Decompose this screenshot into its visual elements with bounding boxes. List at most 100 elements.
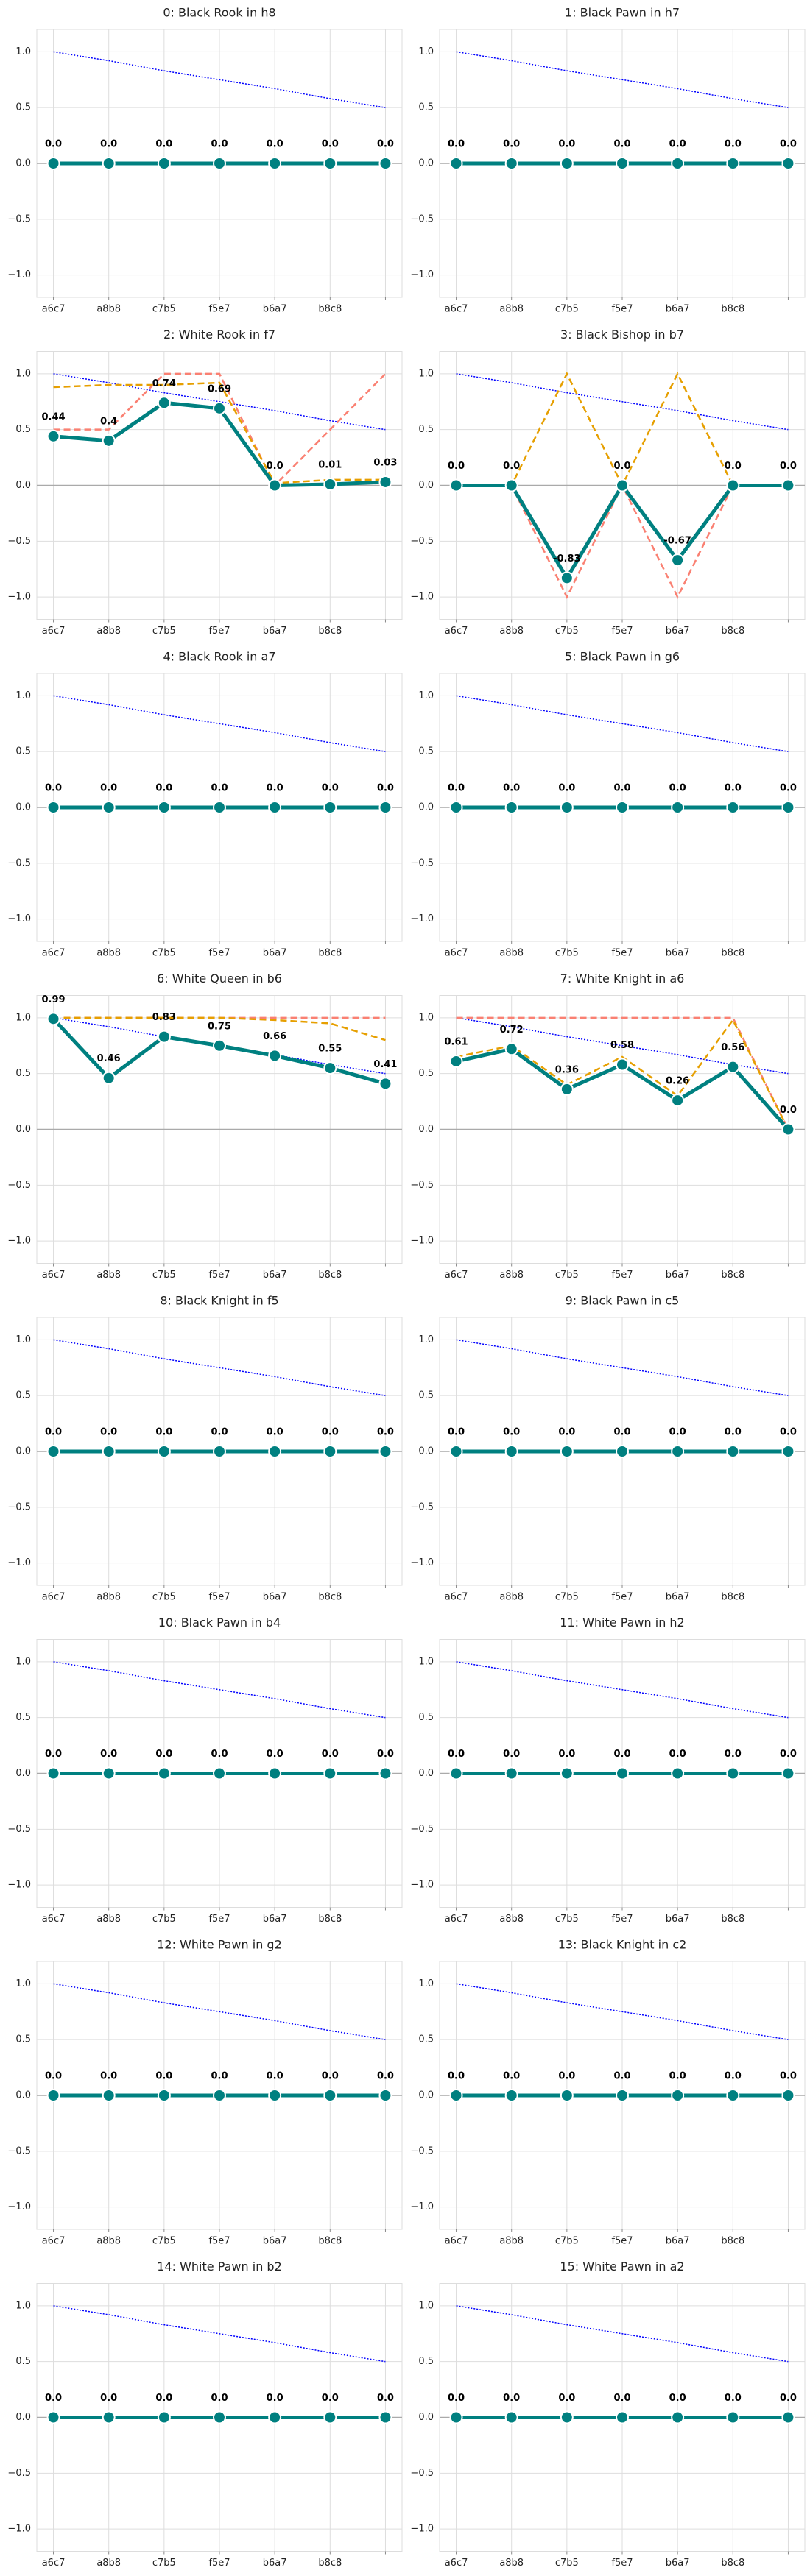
marker (671, 1445, 685, 1458)
x-tick-label: b8c8 (721, 2558, 744, 2569)
y-tick-label: −1.0 (7, 2201, 31, 2212)
value-label: 0.0 (725, 1427, 742, 1438)
marker (671, 801, 685, 814)
series-line (456, 1661, 789, 1719)
marker (781, 1122, 795, 1136)
y-tick-label: −1.0 (410, 269, 434, 280)
marker (268, 801, 282, 814)
marker (560, 801, 574, 814)
y-tick-label: −1.0 (410, 2524, 434, 2535)
y-tick-label: 1.0 (418, 1656, 434, 1667)
x-tick-label: f5e7 (208, 304, 230, 315)
subplot: 15: White Pawn in a2 −1.0 −0.5 0.0 0.5 1.0 a6c… (410, 2260, 806, 2569)
value-label: 0.0 (725, 1749, 742, 1760)
marker (449, 1445, 463, 1458)
series-line (456, 1983, 789, 2040)
marker (157, 1445, 171, 1458)
marker (378, 801, 392, 814)
value-label: 0.0 (45, 1749, 62, 1760)
marker (781, 1445, 795, 1458)
x-tick-label: c7b5 (555, 626, 579, 637)
x-tick-label: b8c8 (318, 2236, 342, 2247)
y-tick-label: 0.0 (15, 1124, 31, 1135)
marker (213, 157, 226, 170)
value-label: 0.0 (503, 461, 520, 472)
marker (268, 1766, 282, 1780)
value-label: 0.0 (377, 2393, 394, 2404)
marker (46, 1766, 60, 1780)
value-label: 0.0 (669, 1749, 686, 1760)
y-tick-label: 0.5 (418, 2034, 434, 2045)
value-label: 0.0 (267, 461, 284, 472)
value-label: 0.0 (503, 2393, 520, 2404)
x-tick-label: a6c7 (445, 2558, 468, 2569)
y-tick-label: −0.5 (410, 857, 434, 868)
marker (102, 1766, 116, 1780)
x-tick-label: f5e7 (611, 304, 633, 315)
x-tick-label: b6a7 (666, 1270, 690, 1281)
marker (46, 2410, 60, 2424)
y-tick-label: 0.5 (15, 102, 31, 113)
subplot: 4: Black Rook in a7 −1.0 −0.5 0.0 0.5 1.0 a6c7… (7, 650, 403, 959)
value-label: 0.0 (267, 2071, 284, 2082)
chart-title: 3: Black Bishop in b7 (560, 328, 684, 342)
y-tick-label: −1.0 (410, 913, 434, 924)
value-label: 0.0 (100, 1749, 117, 1760)
chart-title: 11: White Pawn in h2 (560, 1616, 684, 1630)
value-label: 0.0 (211, 1427, 228, 1438)
marker (671, 2089, 685, 2102)
x-tick-label: c7b5 (152, 2236, 176, 2247)
marker (504, 1766, 518, 1780)
marker (268, 478, 282, 492)
marker (157, 2410, 171, 2424)
series-line (53, 51, 386, 108)
x-tick-label: b8c8 (721, 1914, 744, 1925)
series-line (53, 1016, 386, 1041)
y-tick-label: −0.5 (410, 2145, 434, 2156)
value-label: 0.36 (555, 1064, 579, 1075)
y-tick-label: 0.0 (15, 2090, 31, 2101)
y-tick-label: 1.0 (418, 1978, 434, 1989)
value-label: 0.61 (445, 1036, 468, 1047)
series-line (456, 1339, 789, 1396)
y-tick-label: −1.0 (7, 592, 31, 603)
y-tick-label: 1.0 (15, 690, 31, 701)
y-tick-label: −0.5 (410, 1180, 434, 1191)
x-tick-label: a8b8 (96, 2236, 121, 2247)
value-label: 0.0 (322, 139, 339, 150)
series-line (53, 1983, 386, 2040)
y-tick-label: −0.5 (410, 213, 434, 224)
y-tick-label: 0.0 (15, 1768, 31, 1779)
value-label: 0.0 (448, 1749, 465, 1760)
x-tick-label: a8b8 (96, 1592, 121, 1603)
marker (213, 801, 226, 814)
value-label: 0.0 (45, 139, 62, 150)
x-tick-label: a8b8 (499, 2236, 524, 2247)
chart-title: 0: Black Rook in h8 (163, 6, 275, 20)
x-tick-label: f5e7 (208, 948, 230, 959)
y-tick-label: 0.5 (418, 424, 434, 435)
marker (102, 434, 116, 447)
value-label: 0.0 (100, 2393, 117, 2404)
y-tick-label: −1.0 (7, 1880, 31, 1891)
y-tick-label: 0.5 (15, 2034, 31, 2045)
y-tick-label: −0.5 (7, 536, 31, 547)
x-tick-label: f5e7 (611, 1592, 633, 1603)
marker (102, 801, 116, 814)
x-tick-label: a6c7 (42, 948, 66, 959)
subplot: 10: Black Pawn in b4 −1.0 −0.5 0.0 0.5 1.0 a6c… (7, 1616, 403, 1925)
marker (781, 2089, 795, 2102)
marker (157, 801, 171, 814)
x-tick-label: b8c8 (318, 1270, 342, 1281)
marker (102, 2089, 116, 2102)
y-tick-label: 1.0 (15, 1334, 31, 1345)
value-label: 0.0 (558, 1749, 575, 1760)
y-tick-label: 0.5 (418, 1390, 434, 1401)
y-tick-label: −0.5 (410, 536, 434, 547)
x-tick-label: b6a7 (666, 1914, 690, 1925)
x-tick-label: a6c7 (42, 2236, 66, 2247)
x-tick-label: a8b8 (96, 626, 121, 637)
chart-title: 10: Black Pawn in b4 (158, 1616, 281, 1630)
x-tick-label: b6a7 (263, 948, 287, 959)
value-label: 0.0 (45, 1427, 62, 1438)
